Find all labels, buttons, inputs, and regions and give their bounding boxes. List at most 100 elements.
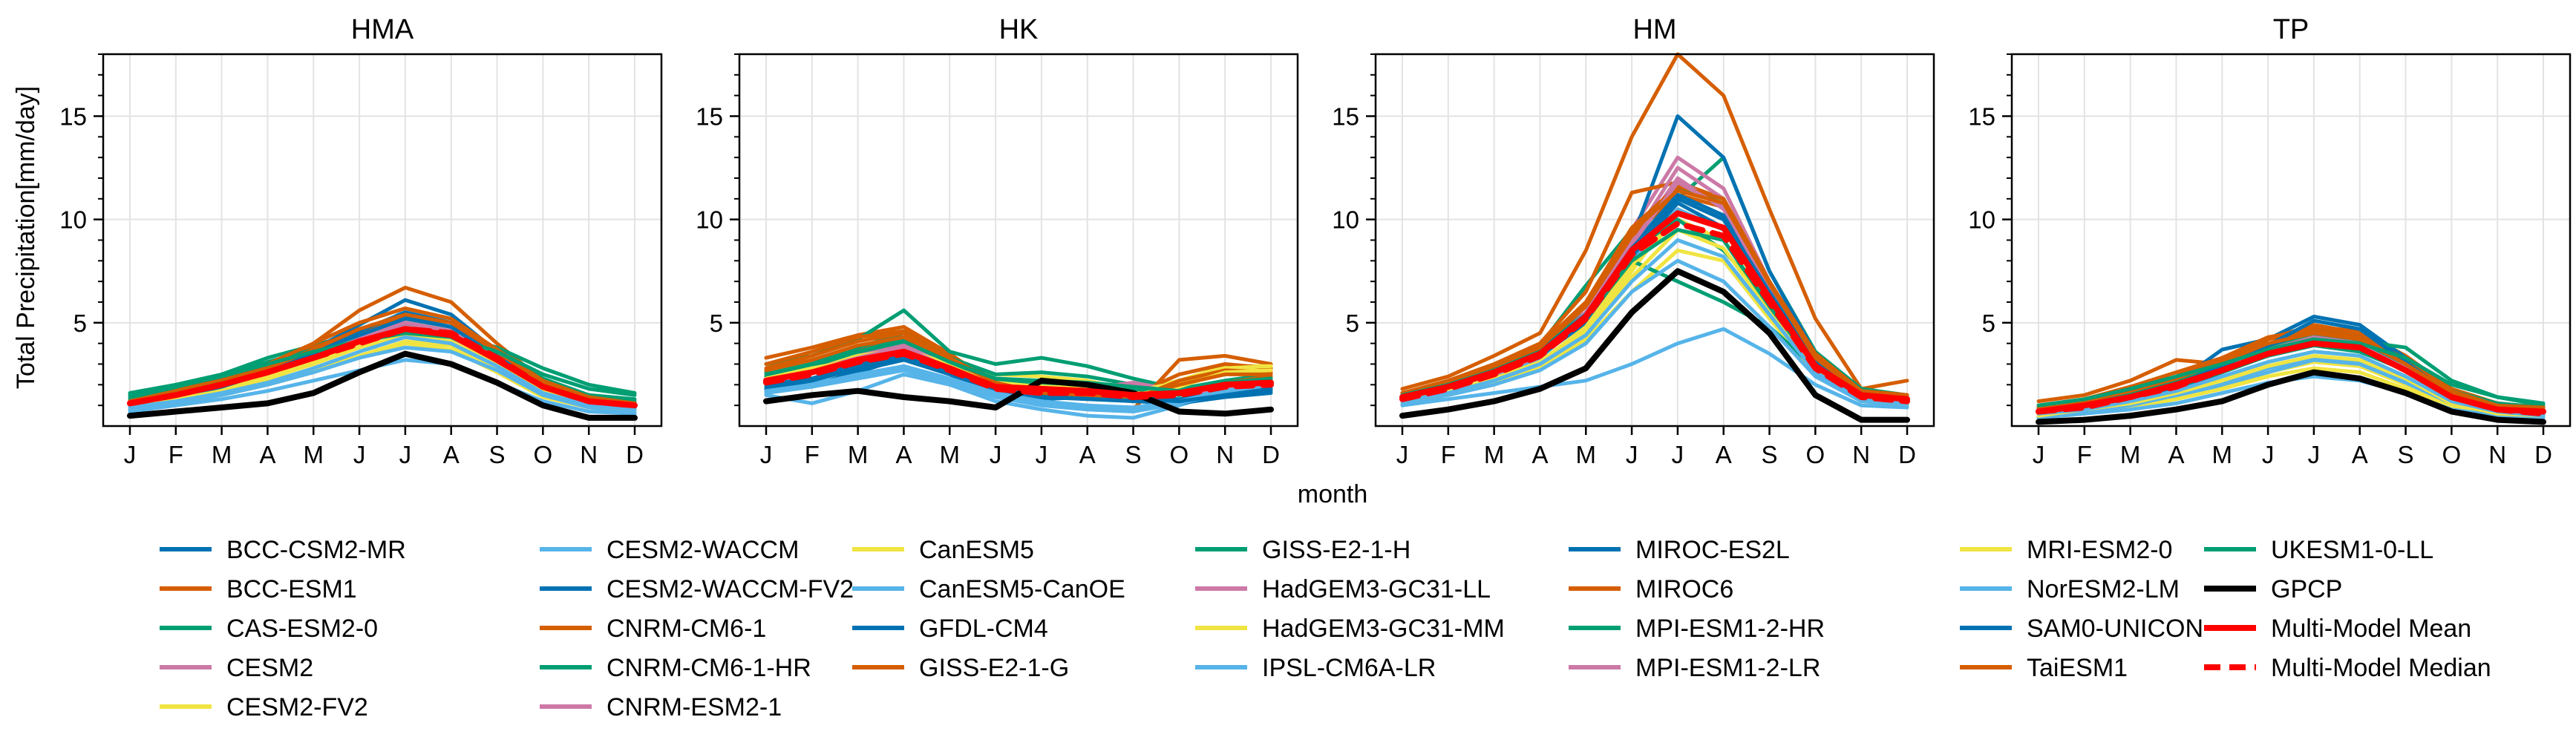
x-tick-label-hma-2: M (212, 441, 232, 468)
x-tick-label-hm-9: O (1806, 441, 1825, 468)
y-tick-label-hm-10: 10 (1332, 206, 1359, 234)
y-tick-label-tp-15: 15 (1968, 103, 1995, 131)
legend-label-cesm2: CESM2 (226, 654, 313, 682)
y-tick-label-hm-5: 5 (1346, 310, 1359, 337)
series-line-hm-27 (1399, 268, 1910, 423)
x-tick-label-hm-11: D (1898, 441, 1916, 468)
legend-label-cesm2-fv2: CESM2-FV2 (226, 693, 368, 721)
x-tick-label-hk-0: J (760, 441, 773, 468)
x-tick-label-tp-7: A (2352, 441, 2368, 468)
x-tick-label-hma-10: N (580, 441, 598, 468)
series-line-hm-17 (1400, 258, 1909, 407)
y-tick-label-hm-15: 15 (1332, 103, 1359, 131)
legend-label-canesm5: CanESM5 (919, 536, 1034, 564)
panel-title-tp: TP (2273, 14, 2309, 45)
legend-label-ipsl-cm6a-lr: IPSL-CM6A-LR (1262, 654, 1436, 682)
series-line-hm-29 (1399, 220, 1910, 405)
series-line-hm-11 (1400, 327, 1909, 410)
x-tick-label-hk-10: N (1216, 441, 1234, 468)
legend-label-taiesm1: TaiESM1 (2027, 654, 2128, 682)
x-tick-label-hma-11: D (626, 441, 644, 468)
x-tick-label-hk-6: J (1036, 441, 1048, 468)
x-tick-label-hm-6: J (1672, 441, 1684, 468)
x-tick-label-hma-4: M (304, 441, 324, 468)
x-tick-label-hk-5: J (990, 441, 1002, 468)
x-tick-label-hk-3: A (895, 441, 912, 468)
legend-label-miroc6: MIROC6 (1635, 575, 1733, 603)
x-tick-label-tp-1: F (2077, 441, 2092, 468)
x-tick-label-hma-8: S (489, 441, 506, 468)
x-tick-label-hma-3: A (259, 441, 275, 468)
x-tick-label-hma-1: F (169, 441, 183, 468)
series-line-hk-29 (763, 350, 1274, 400)
series-line-hm-23 (1400, 238, 1909, 405)
series-line-hma-19 (128, 306, 637, 405)
legend-label-giss-e2-1-g: GISS-E2-1-G (919, 654, 1069, 682)
x-tick-label-hk-4: M (940, 441, 961, 468)
series-line-hma-17 (128, 345, 637, 413)
x-tick-label-hm-5: J (1626, 441, 1638, 468)
legend-label-cas-esm2-0: CAS-ESM2-0 (226, 615, 378, 643)
legend-label-hadgem3-gc31-mm: HadGEM3-GC31-MM (1262, 615, 1505, 643)
panel-title-hk: HK (999, 14, 1039, 45)
x-tick-label-hm-4: M (1576, 441, 1597, 468)
legend-label-sam0-unicon: SAM0-UNICON (2027, 615, 2203, 643)
series-line-tp-23 (2036, 350, 2546, 418)
x-tick-label-hk-9: O (1170, 441, 1189, 468)
x-tick-label-tp-11: D (2534, 441, 2552, 468)
y-tick-label-hma-15: 15 (59, 103, 87, 131)
x-tick-label-hma-6: J (399, 441, 412, 468)
series-line-hk-27 (763, 377, 1274, 417)
legend-label-bcc-esm1: BCC-ESM1 (226, 575, 357, 603)
x-tick-label-hm-3: A (1531, 441, 1548, 468)
x-tick-label-hma-9: O (534, 441, 553, 468)
y-tick-label-hma-5: 5 (73, 310, 87, 337)
x-tick-label-tp-9: O (2442, 441, 2462, 468)
x-tick-label-hm-10: N (1852, 441, 1870, 468)
series-line-tp-26 (2036, 337, 2546, 407)
legend-label-miroc-es2l: MIROC-ES2L (1635, 536, 1790, 564)
x-tick-label-tp-6: J (2308, 441, 2321, 468)
series-line-hma-27 (127, 350, 638, 421)
legend-label-mpi-esm1-2-lr: MPI-ESM1-2-LR (1635, 654, 1820, 682)
legend-label-cnrm-cm6-1: CNRM-CM6-1 (607, 615, 766, 643)
legend: BCC-CSM2-MR BCC-ESM1 CAS-ESM2-0 CESM2 CESM2-… (160, 536, 2491, 721)
x-tick-label-hm-8: S (1762, 441, 1778, 468)
x-tick-label-hm-2: M (1484, 441, 1505, 468)
x-tick-label-hm-1: F (1441, 441, 1456, 468)
legend-label-cnrm-cm6-1-hr: CNRM-CM6-1-HR (607, 654, 811, 682)
series-line-hm-1 (1400, 52, 1909, 391)
legend-label-cesm2-waccm: CESM2-WACCM (607, 536, 799, 564)
x-tick-label-tp-5: J (2262, 441, 2275, 468)
y-tick-label-hma-10: 10 (59, 206, 87, 234)
x-tick-label-hm-0: J (1396, 441, 1409, 468)
x-tick-label-hma-7: A (443, 441, 460, 468)
panel-frame-tp (2010, 53, 2572, 428)
legend-label-mpi-esm1-2-hr: MPI-ESM1-2-HR (1635, 615, 1825, 643)
legend-label-gfdl-cm4: GFDL-CM4 (919, 615, 1048, 643)
y-tick-label-hk-5: 5 (710, 310, 723, 337)
x-tick-label-hk-1: F (805, 441, 820, 468)
legend-label-multi-model-mean: Multi-Model Mean (2271, 615, 2471, 643)
x-tick-label-hk-11: D (1262, 441, 1280, 468)
x-tick-label-tp-2: M (2120, 441, 2141, 468)
legend-label-gpcp: GPCP (2271, 575, 2342, 603)
x-tick-label-tp-0: J (2033, 441, 2045, 468)
series-line-hm-25 (1400, 189, 1909, 397)
y-tick-label-hk-10: 10 (696, 206, 723, 234)
x-tick-label-tp-10: N (2488, 441, 2506, 468)
x-tick-label-hk-2: M (848, 441, 869, 468)
legend-label-canesm5-canoe: CanESM5-CanOE (919, 575, 1125, 603)
x-tick-label-tp-8: S (2398, 441, 2414, 468)
series-line-tp-27 (2036, 369, 2546, 425)
x-axis-label: month (1298, 480, 1368, 508)
legend-label-bcc-csm2-mr: BCC-CSM2-MR (226, 536, 406, 564)
legend-label-giss-e2-1-h: GISS-E2-1-H (1262, 536, 1410, 564)
series-line-tp-25 (2036, 331, 2546, 412)
